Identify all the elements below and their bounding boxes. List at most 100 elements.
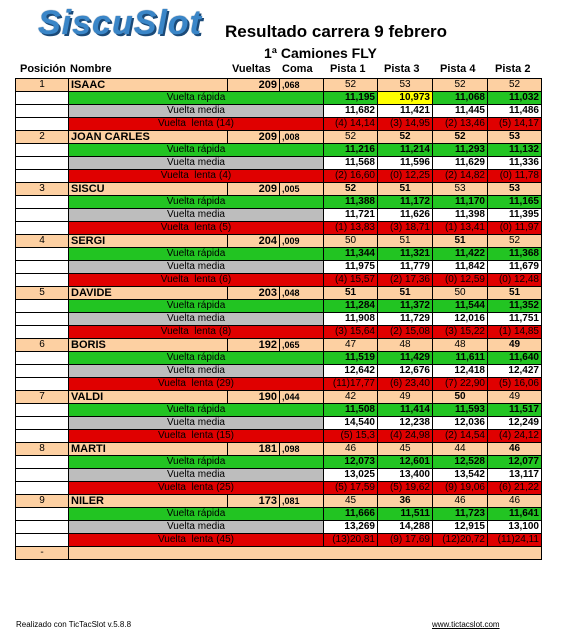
- laps-cell: 192: [227, 338, 280, 352]
- track-laps-cell: 36: [377, 494, 433, 508]
- spacer-cell: [15, 169, 69, 183]
- avg-lap-row: Vuelta media 11,975 11,779 11,842 11,679: [15, 260, 542, 274]
- fast-lap-label: Vuelta rápida: [68, 455, 324, 469]
- driver-name: BORIS: [68, 338, 228, 352]
- avg-lap-cell: 13,542: [432, 468, 488, 482]
- spacer-cell: [15, 312, 69, 326]
- track-laps-cell: 51: [323, 286, 378, 300]
- avg-lap-row: Vuelta media 11,721 11,626 11,398 11,395: [15, 208, 542, 222]
- position-cell: 3: [15, 182, 69, 196]
- fast-lap-label: Vuelta rápida: [68, 299, 324, 313]
- track-laps-cell: 52: [323, 130, 378, 144]
- fast-lap-cell: 11,372: [377, 299, 433, 313]
- slow-lap-cell: (1) 14,85: [487, 325, 542, 339]
- fast-lap-cell: 11,214: [377, 143, 433, 157]
- spacer-cell: [15, 377, 69, 391]
- col-track-4: Pista 2: [495, 63, 531, 75]
- driver-row: 8 MARTI 181,098 46 45 44 46: [15, 442, 542, 456]
- spacer-cell: [15, 481, 69, 495]
- avg-lap-row: Vuelta media 13,025 13,400 13,542 13,117: [15, 468, 542, 482]
- spacer-cell: [15, 208, 69, 222]
- driver-row: 5 DAVIDE 203,048 51 51 50 51: [15, 286, 542, 300]
- spacer-cell: [15, 91, 69, 105]
- track-laps-cell: 53: [432, 182, 488, 196]
- avg-lap-cell: 11,629: [432, 156, 488, 170]
- slow-lap-cell: (4) 24,98: [377, 429, 433, 443]
- slow-lap-text: Vuelta lenta: [160, 170, 216, 182]
- slow-lap-row: Vuelta lenta (8) (3) 15,64 (2) 15,08 (3) 15,…: [15, 325, 542, 339]
- avg-lap-cell: 11,682: [323, 104, 378, 118]
- slow-lap-cell: (5) 15,3: [323, 429, 378, 443]
- slow-lap-count: (6): [219, 274, 232, 286]
- avg-lap-cell: 12,642: [323, 364, 378, 378]
- col-comma: Coma: [282, 63, 313, 75]
- driver-row: 7 VALDI 190,044 42 49 50 49: [15, 390, 542, 404]
- driver-name: VALDI: [68, 390, 228, 404]
- avg-lap-cell: 12,238: [377, 416, 433, 430]
- comma-cell: ,008: [279, 130, 324, 144]
- slow-lap-cell: (11)24,11: [487, 533, 542, 547]
- spacer-cell: [15, 507, 69, 521]
- avg-lap-label: Vuelta media: [68, 208, 324, 222]
- slow-lap-count: (8): [219, 326, 232, 338]
- track-laps-cell: 53: [487, 130, 542, 144]
- comma-cell: ,005: [279, 182, 324, 196]
- track-laps-cell: 53: [377, 78, 433, 92]
- comma-cell: ,044: [279, 390, 324, 404]
- spacer-cell: [15, 455, 69, 469]
- avg-lap-cell: 12,427: [487, 364, 542, 378]
- laps-cell: 209: [227, 182, 280, 196]
- fast-lap-row: Vuelta rápida 11,344 11,321 11,422 11,368: [15, 247, 542, 261]
- slow-lap-count: (25): [216, 482, 235, 494]
- slow-lap-cell: (0) 12,25: [377, 169, 433, 183]
- slow-lap-cell: (6) 23,40: [377, 377, 433, 391]
- slow-lap-cell: (4) 14,14: [323, 117, 378, 131]
- track-laps-cell: 45: [323, 494, 378, 508]
- driver-name: JOAN CARLES: [68, 130, 228, 144]
- siscuslot-logo: SiscuSlot: [38, 4, 202, 42]
- position-cell: 1: [15, 78, 69, 92]
- avg-lap-row: Vuelta media 11,568 11,596 11,629 11,336: [15, 156, 542, 170]
- avg-lap-label: Vuelta media: [68, 156, 324, 170]
- driver-row: 3 SISCU 209,005 52 51 53 53: [15, 182, 542, 196]
- slow-lap-cell: (3) 15,22: [432, 325, 488, 339]
- fast-lap-cell: 11,293: [432, 143, 488, 157]
- slow-lap-cell: (5) 14,17: [487, 117, 542, 131]
- fast-lap-row: Vuelta rápida 11,284 11,372 11,544 11,352: [15, 299, 542, 313]
- driver-row: 1 ISAAC 209,068 52 53 52 52: [15, 78, 542, 92]
- slow-lap-cell: (2) 14,82: [432, 169, 488, 183]
- fast-lap-cell: 11,032: [487, 91, 542, 105]
- slow-lap-cell: (11)17,77: [323, 377, 378, 391]
- track-laps-cell: 42: [323, 390, 378, 404]
- fast-lap-cell: 12,073: [323, 455, 378, 469]
- page-subtitle: 1ª Camiones FLY: [264, 45, 377, 61]
- avg-lap-cell: 11,842: [432, 260, 488, 274]
- avg-lap-row: Vuelta media 11,682 11,421 11,445 11,486: [15, 104, 542, 118]
- position-cell: 9: [15, 494, 69, 508]
- spacer-cell: [15, 247, 69, 261]
- spacer-cell: [15, 299, 69, 313]
- laps-cell: 181: [227, 442, 280, 456]
- avg-lap-cell: 11,568: [323, 156, 378, 170]
- slow-lap-label: Vuelta lenta (14): [68, 117, 324, 131]
- position-cell: 2: [15, 130, 69, 144]
- track-laps-cell: 52: [323, 182, 378, 196]
- slow-lap-label: Vuelta lenta (5): [68, 221, 324, 235]
- col-position: Posición: [20, 63, 66, 75]
- position-cell: 7: [15, 390, 69, 404]
- laps-cell: 190: [227, 390, 280, 404]
- avg-lap-cell: 11,421: [377, 104, 433, 118]
- column-headers: Posición Nombre Vueltas Coma Pista 1 Pis…: [0, 63, 564, 77]
- footer-link[interactable]: www.tictacslot.com: [432, 620, 500, 629]
- slow-lap-cell: (13)20,81: [323, 533, 378, 547]
- track-laps-cell: 52: [377, 130, 433, 144]
- fast-lap-cell: 11,508: [323, 403, 378, 417]
- slow-lap-cell: (5) 16,06: [487, 377, 542, 391]
- fast-lap-cell: 11,544: [432, 299, 488, 313]
- track-laps-cell: 52: [432, 78, 488, 92]
- col-track-2: Pista 3: [384, 63, 420, 75]
- spacer-cell: [15, 260, 69, 274]
- slow-lap-row: Vuelta lenta (6) (4) 15,57 (2) 17,36 (0) 12,…: [15, 273, 542, 287]
- end-row: -: [15, 546, 542, 560]
- spacer-cell: [15, 429, 69, 443]
